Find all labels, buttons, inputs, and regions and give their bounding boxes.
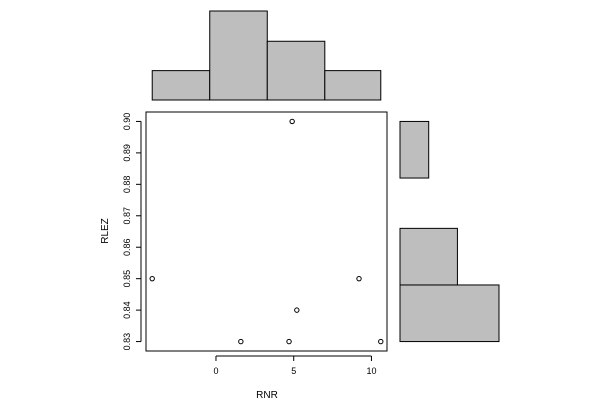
x-hist-bar-1 (151, 70, 211, 101)
data-point-7 (378, 338, 384, 345)
x-axis-title: RNR (256, 390, 278, 400)
data-point-3 (286, 338, 292, 345)
x-hist-bar-2 (209, 10, 268, 101)
x-axis: 0 5 10 (213, 355, 376, 376)
y-tick-label: 0.86 (122, 238, 132, 256)
y-hist-bar-1 (399, 284, 500, 343)
plot-frame (145, 111, 388, 352)
y-tick-label: 0.89 (122, 144, 132, 162)
x-tick-label: 0 (213, 366, 218, 376)
y-axis: 0.83 0.84 0.85 0.86 0.87 0.88 0.89 0.90 (122, 113, 142, 351)
data-point-1 (149, 275, 155, 282)
data-point-5 (294, 307, 300, 313)
y-hist-bar-2 (399, 227, 458, 286)
y-marginal-histogram (399, 120, 500, 343)
y-tick-label: 0.83 (122, 333, 132, 351)
y-tick-label: 0.84 (122, 301, 132, 319)
y-tick-label: 0.87 (122, 207, 132, 225)
data-point-4 (289, 118, 295, 125)
x-hist-bar-4 (324, 70, 382, 101)
x-tick-label: 10 (366, 366, 376, 376)
data-point-6 (356, 275, 362, 282)
data-point-2 (238, 338, 244, 345)
y-tick-label: 0.90 (122, 113, 132, 131)
x-marginal-histogram (151, 10, 382, 101)
y-hist-bar-3 (399, 120, 430, 179)
y-axis-title: RLEZ (100, 218, 111, 244)
y-tick-label: 0.88 (122, 176, 132, 194)
scatter-points (149, 118, 384, 345)
y-tick-label: 0.85 (122, 270, 132, 288)
x-hist-bar-3 (266, 40, 326, 101)
x-tick-label: 5 (291, 366, 296, 376)
